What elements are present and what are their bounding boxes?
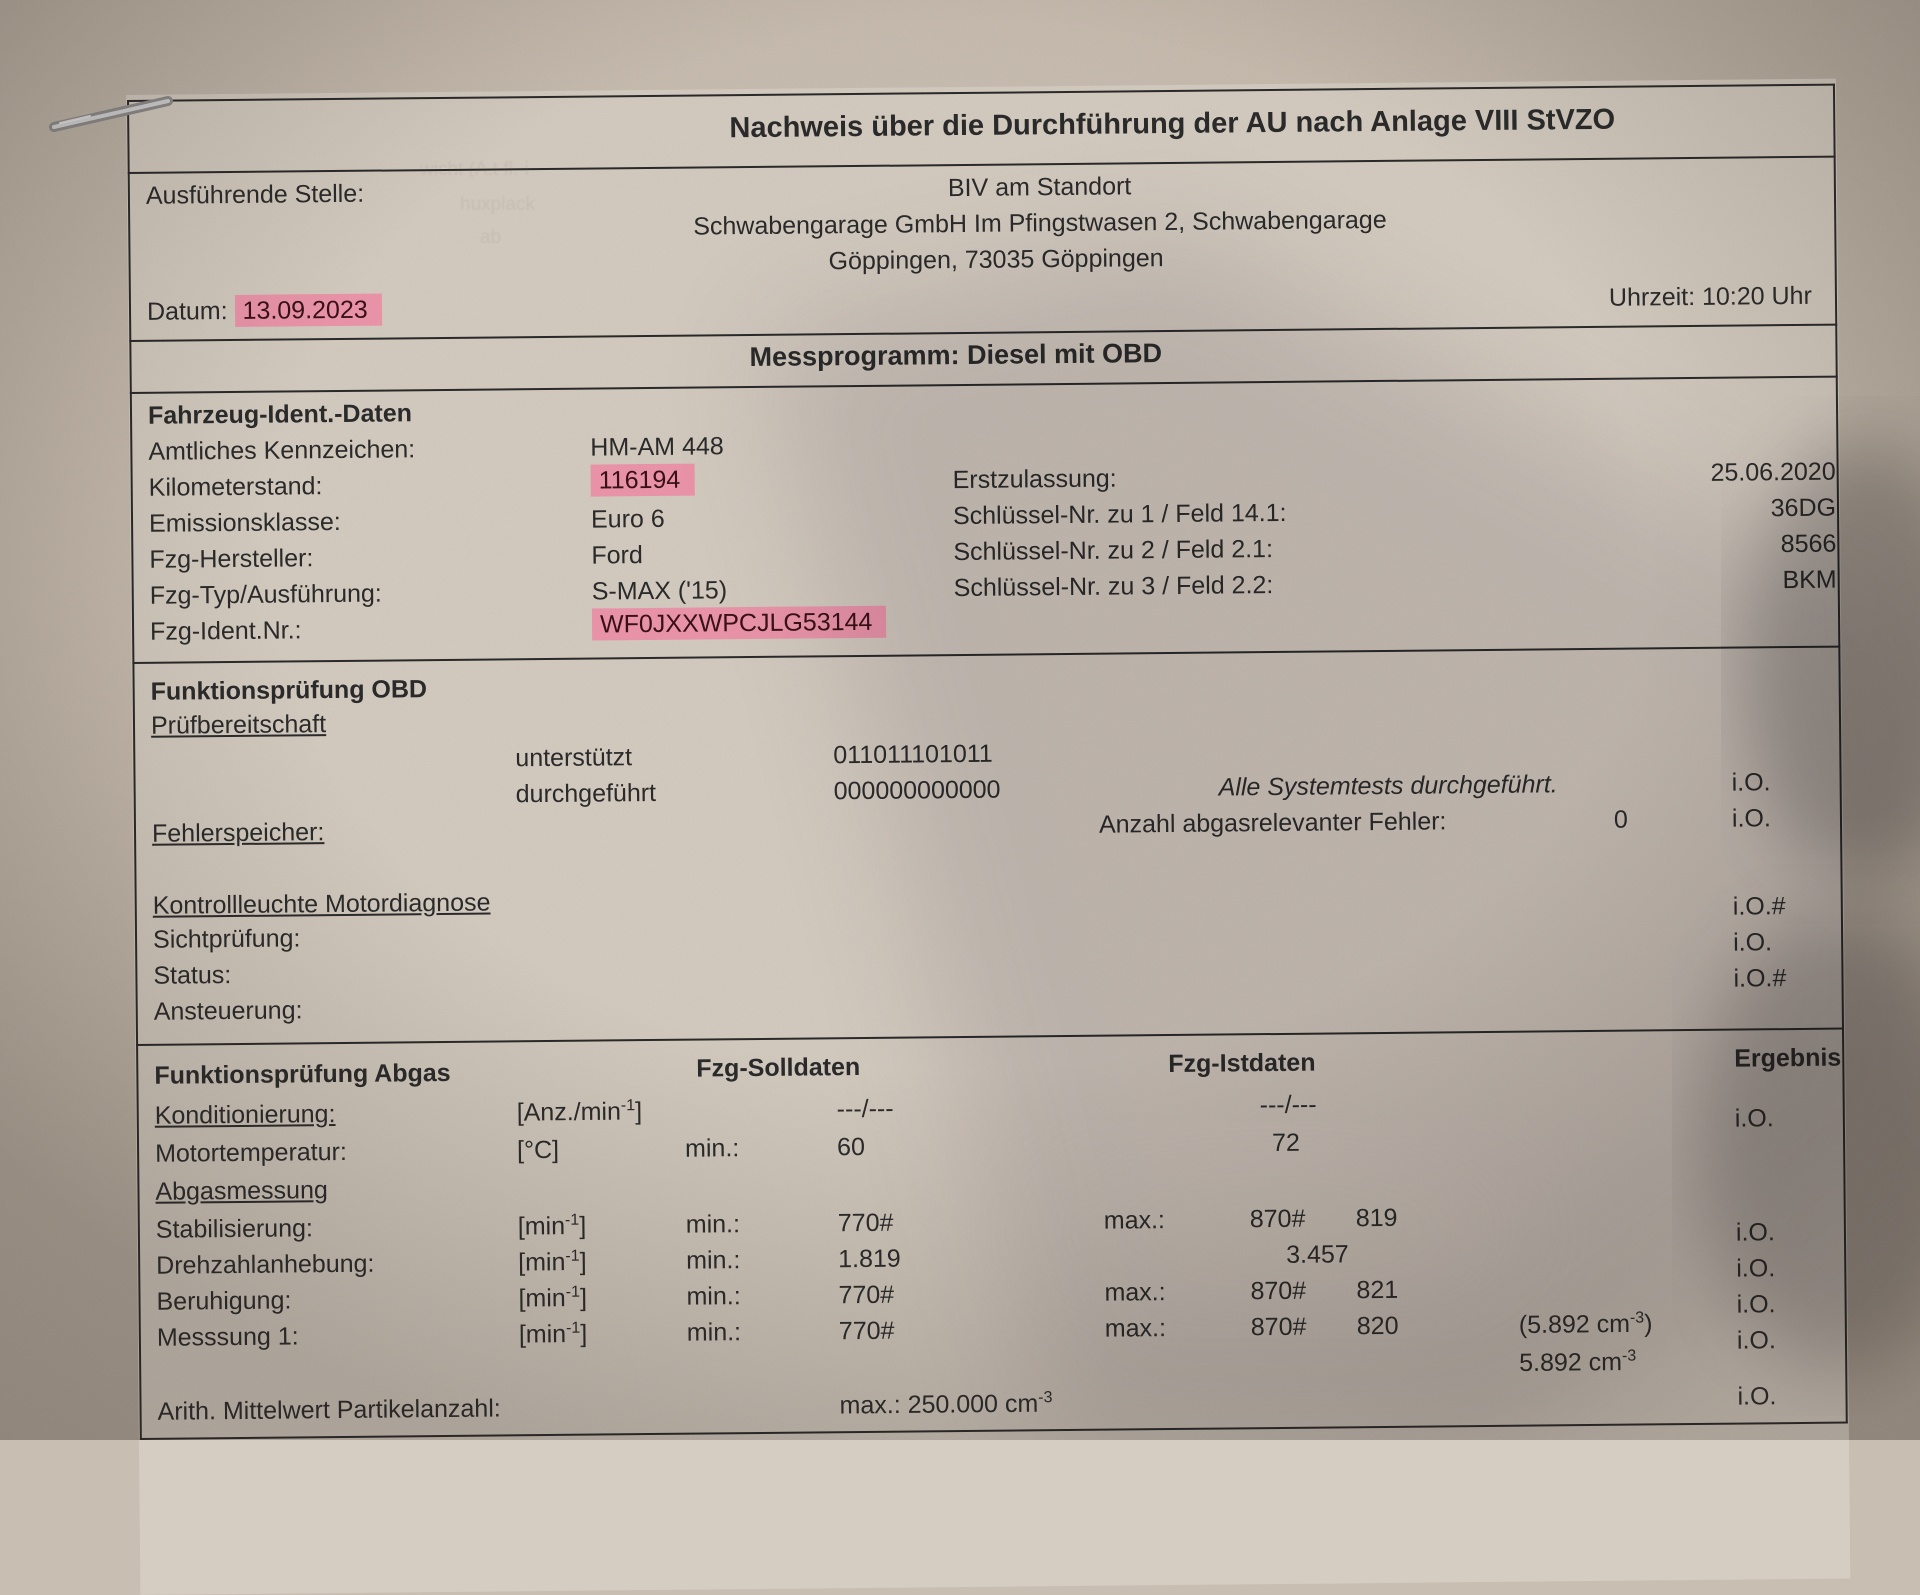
svg-text:huxplack: huxplack (460, 194, 535, 215)
svg-text:ab: ab (480, 227, 501, 248)
svg-text:wicht (A.t fl.-i: wicht (A.t fl.-i (420, 159, 529, 180)
